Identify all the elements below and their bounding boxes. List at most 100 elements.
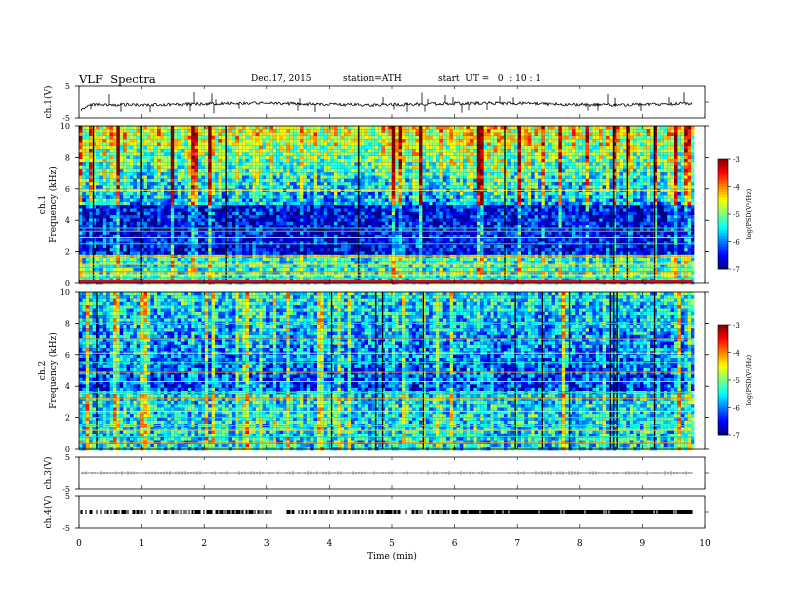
ch1-spectrogram-cell-group <box>391 195 396 199</box>
ch2-spectrogram-cell-group <box>143 394 147 398</box>
ch1-spectrogram-colorbar-step <box>718 159 728 163</box>
ch1-spectrogram-colorbar-tick-label: -5 <box>733 211 740 219</box>
ch2-spectrogram-cell-group <box>150 371 664 388</box>
ch2-spectrogram-colorbar-step <box>718 385 728 389</box>
ch2-spectrogram-colorbar-step <box>718 388 728 392</box>
ch1-spectrogram-cell-group <box>572 129 576 133</box>
ch2-spectrogram-cell-group <box>402 394 406 398</box>
ch2-spectrogram-cell-group <box>272 298 277 302</box>
ch1-spectrogram-cell-group <box>116 178 120 183</box>
ch1-spectrogram-cell-group <box>89 126 93 130</box>
ch2-spectrogram-cell-group <box>211 295 215 299</box>
ch1-spectrogram-cell-group <box>113 211 681 252</box>
ch2-spectrogram-colorbar-step <box>718 371 728 375</box>
ch2-spectrogram-cell-group <box>130 351 583 391</box>
ch2-spectrogram-cell-group <box>561 305 566 309</box>
ch1-spectrogram-cell-group <box>170 198 175 202</box>
ch1-spectrogram-cell-group <box>480 198 484 202</box>
x-axis-label: Time (min) <box>367 551 417 562</box>
ch1-spectrogram-colorbar-step <box>718 172 728 176</box>
ch1-spectrogram-cell-group <box>480 129 484 133</box>
ch2-spectrogram-colorbar-step <box>718 333 728 337</box>
ch2-spectrogram-cell-group <box>85 292 90 296</box>
ch2-spectrogram-cell-group <box>140 440 144 444</box>
ch2-spectrogram-cell-group <box>259 430 263 434</box>
ch2-spectrogram-colorbar-step <box>718 424 728 428</box>
ch2-spectrogram-cell-group <box>402 420 406 424</box>
ch1-spectrogram-cell-group <box>476 159 481 163</box>
ch1-spectrogram-colorbar-step <box>718 189 728 193</box>
ch1-spectrogram-cell-group <box>674 155 678 186</box>
ch2-spectrogram-colorbar-step <box>718 352 728 356</box>
ch2-spectrogram-colorbar-step <box>718 393 728 397</box>
ch1-spectrogram-ytick-label: 8 <box>65 153 70 162</box>
ch2-spectrogram-colorbar-step <box>718 404 728 408</box>
ch1-spectrogram-cell-group <box>119 205 539 222</box>
ch4-waveform-ytick-label: -5 <box>62 524 70 533</box>
ch2-spectrogram-colorbar-step <box>718 399 728 403</box>
ch2-spectrogram-cell-group <box>592 384 596 388</box>
ch1-waveform-ylabel-line: ch.1(V) <box>43 86 54 119</box>
ch2-spectrogram-cell-group <box>578 387 583 391</box>
ch2-spectrogram-cell-group <box>133 292 678 444</box>
ch1-spectrogram-colorbar-step <box>718 255 728 259</box>
ch2-spectrogram-cell-group <box>89 292 681 448</box>
ch2-spectrogram-cell-group <box>599 367 623 382</box>
ch2-spectrogram-colorbar-step <box>718 355 728 359</box>
ch1-spectrogram-colorbar-step <box>718 181 728 185</box>
ch3-waveform-ylabel-line: ch.3(V) <box>43 457 54 490</box>
ch3-waveform-ytick-label: 5 <box>65 453 70 462</box>
ch1-spectrogram-colorbar-tick-label: -4 <box>733 184 740 192</box>
ch1-spectrogram-cell-group <box>687 135 691 140</box>
ch1-spectrogram-colorbar-step <box>718 263 728 267</box>
ch2-spectrogram-colorbar-step <box>718 363 728 367</box>
ch2-spectrogram-cell-group <box>286 321 321 332</box>
ch2-spectrogram-colorbar-step <box>718 344 728 348</box>
ch2-spectrogram-cell-group <box>320 364 324 368</box>
ch2-spectrogram-colorbar-step <box>718 421 728 425</box>
ch2-spectrogram-colorbar-step <box>718 413 728 417</box>
ch1-spectrogram-cell-group <box>191 201 195 206</box>
ch1-spectrogram-cell-group <box>136 145 637 272</box>
ch1-spectrogram-cell-group <box>330 132 678 278</box>
ch2-spectrogram-colorbar-step <box>718 380 728 384</box>
ch4-waveform-ylabel: ch.4(V) <box>43 496 54 529</box>
ch1-spectrogram-cell-group <box>599 129 603 133</box>
ch2-spectrogram-cell-group <box>174 358 178 362</box>
ch1-spectrogram-cell-group <box>442 126 447 130</box>
ch1-spectrogram-colorbar-tick-label: -3 <box>733 156 740 164</box>
ch1-spectrogram-cell-group <box>480 142 484 146</box>
ch2-spectrogram-cell-group <box>561 292 566 296</box>
ch1-spectrogram-colorbar-step <box>718 175 728 179</box>
ch1-spectrogram-ytick-label: 4 <box>65 216 70 225</box>
ch1-spectrogram-colorbar-step <box>718 197 728 201</box>
ch1-spectrogram-cell-group <box>119 205 447 252</box>
ch2-spectrogram-colorbar-step <box>718 382 728 386</box>
ch2-spectrogram-cell-group <box>160 387 164 391</box>
ch2-spectrogram-cell-group <box>113 407 117 411</box>
ch1-spectrogram-cell-group <box>157 129 161 133</box>
ch2-spectrogram-colorbar-step <box>718 374 728 378</box>
ch1-spectrogram-cell-group <box>109 135 113 140</box>
x-tick-label: 1 <box>139 539 145 549</box>
ch1-spectrogram-colorbar-step <box>718 236 728 240</box>
ch1-spectrogram-cell-group <box>674 165 678 169</box>
ch1-spectrogram-cell-group <box>558 182 562 186</box>
x-tick-label: 8 <box>577 539 583 549</box>
ch2-spectrogram-cell-group <box>140 298 144 302</box>
ch1-spectrogram-colorbar-step <box>718 247 728 251</box>
ch1-spectrogram-colorbar-tick-label: -7 <box>733 266 740 274</box>
ch1-spectrogram-cell-group <box>191 175 195 179</box>
ch1-spectrogram-colorbar-step <box>718 203 728 207</box>
ch2-spectrogram-cell-group <box>337 292 341 296</box>
ch2-spectrogram-ytick-label: 4 <box>65 382 70 391</box>
ch2-spectrogram-cell-group <box>320 325 324 329</box>
ch2-spectrogram-colorbar-tick-label: -4 <box>733 350 740 358</box>
ch1-spectrogram-cell-group <box>259 145 263 150</box>
ch1-spectrogram-cell-group <box>79 139 83 143</box>
ch1-spectrogram-colorbar-step <box>718 178 728 182</box>
ch1-spectrogram-cell-group <box>466 126 470 130</box>
ch1-spectrogram-colorbar-step <box>718 258 728 262</box>
ch2-spectrogram-cell-group <box>677 305 681 309</box>
ch1-spectrogram-colorbar-step <box>718 183 728 187</box>
